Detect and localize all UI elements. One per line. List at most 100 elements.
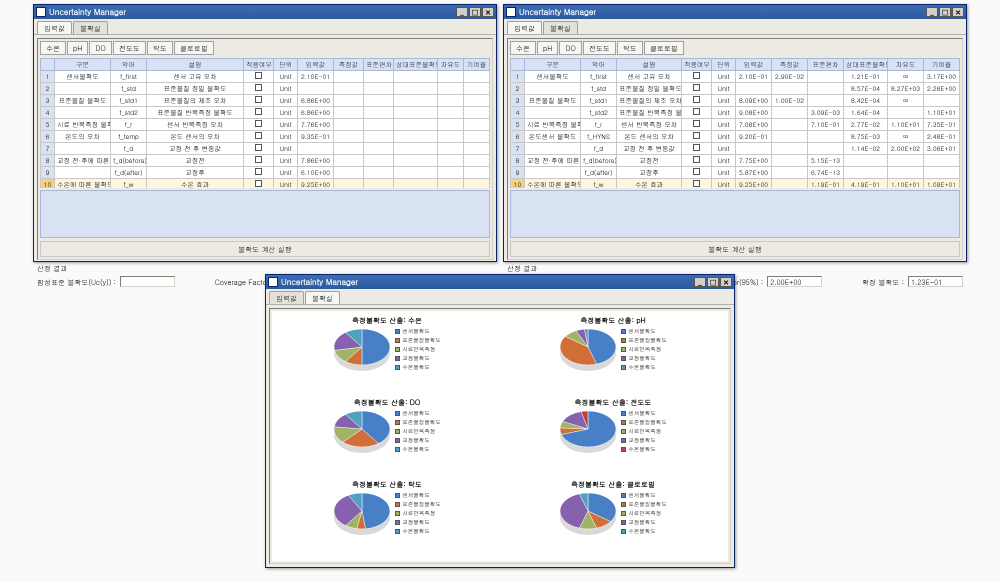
tab-uncert[interactable]: 불확실 — [305, 291, 340, 304]
table-row[interactable]: 2f_std표준물질 정밀 불확도Unit8.57E-048.27E+032.2… — [511, 83, 960, 95]
col-header[interactable]: 표준편차 — [808, 59, 844, 71]
col-header[interactable]: 상대표준불확도 — [394, 59, 438, 71]
col-header[interactable]: 단위 — [274, 59, 298, 71]
checkbox[interactable] — [255, 144, 262, 151]
col-header[interactable] — [41, 59, 55, 71]
checkbox[interactable] — [255, 180, 262, 187]
checkbox[interactable] — [693, 180, 700, 187]
calc-button[interactable]: 불확도 계산 실행 — [510, 241, 960, 257]
checkbox[interactable] — [255, 168, 262, 175]
tab-input[interactable]: 입력값 — [269, 291, 304, 304]
checkbox[interactable] — [693, 120, 700, 127]
checkbox[interactable] — [255, 84, 262, 91]
mode-tab-1[interactable]: pH — [537, 41, 558, 55]
mode-tab-0[interactable]: 수온 — [510, 41, 536, 55]
table-row[interactable]: 5시료 반복측정 불확도f_r센서 반복측정 오차Unit7.76E+00 — [41, 119, 490, 131]
mode-tab-2[interactable]: DO — [89, 41, 111, 55]
min-button[interactable]: _ — [456, 7, 468, 17]
table-row[interactable]: 6온도의 오차f_temp온도 센서의 오차Unit9.35E-01 — [41, 131, 490, 143]
col-header[interactable]: 단위 — [712, 59, 736, 71]
table-row[interactable]: 1센서불확도f_first센서 고유 오차Unit2.10E-012.90E-0… — [511, 71, 960, 83]
max-button[interactable]: □ — [469, 7, 481, 17]
min-button[interactable]: _ — [926, 7, 938, 17]
col-header[interactable]: 측정값 — [334, 59, 364, 71]
expanded-field[interactable]: 1.23E-01 — [908, 276, 963, 287]
table-row[interactable]: 9f_d(after)교정후Unit5.87E+006.74E-13 — [511, 167, 960, 179]
mode-tab-4[interactable]: 탁도 — [147, 41, 173, 55]
col-header[interactable]: 입력값 — [736, 59, 772, 71]
checkbox[interactable] — [255, 156, 262, 163]
checkbox[interactable] — [255, 132, 262, 139]
col-header[interactable]: 자유도 — [888, 59, 924, 71]
col-header[interactable]: 설명 — [617, 59, 682, 71]
table-row[interactable]: 10수온에 따른 불확도f_w수온 효과Unit9.25E+00 — [41, 179, 490, 189]
titlebar-c[interactable]: Uncertainty Manager _ □ ✕ — [266, 275, 734, 289]
tab-input[interactable]: 입력값 — [37, 21, 72, 34]
close-button[interactable]: ✕ — [482, 7, 494, 17]
col-header[interactable]: 적용여부 — [682, 59, 712, 71]
checkbox[interactable] — [693, 96, 700, 103]
checkbox[interactable] — [693, 156, 700, 163]
calc-button[interactable]: 불확도 계산 실행 — [40, 241, 490, 257]
table-row[interactable]: 8교정 전·후에 따른 불확도f_d(before)교정전Unit7.86E+0… — [41, 155, 490, 167]
table-row[interactable]: 2f_std표준물질 정밀 불확도Unit — [41, 83, 490, 95]
checkbox[interactable] — [255, 72, 262, 79]
col-header[interactable]: 기여율 — [924, 59, 960, 71]
table-row[interactable]: 9f_d(after)교정후Unit6.10E+00 — [41, 167, 490, 179]
table-row[interactable]: 5시료 반복측정 불확도f_r센서 반복측정 오차Unit7.08E+007.1… — [511, 119, 960, 131]
checkbox[interactable] — [255, 108, 262, 115]
table-row[interactable]: 4f_std2표준물질 반복측정 불확도Unit9.08E+003.09E-03… — [511, 107, 960, 119]
table-row[interactable]: 10수온에 따른 불확도f_w수온 효과Unit9.25E+001.19E-01… — [511, 179, 960, 189]
col-header[interactable]: 약어 — [111, 59, 147, 71]
table-row[interactable]: 6온도센서 불확도f_HYNS온도 센서의 오차Unit9.20E-018.75… — [511, 131, 960, 143]
table-row[interactable]: 7f_d교정 전 후 변동값Unit — [41, 143, 490, 155]
col-header[interactable]: 구분 — [55, 59, 111, 71]
checkbox[interactable] — [693, 108, 700, 115]
mode-tab-3[interactable]: 전도도 — [583, 41, 616, 55]
min-button[interactable]: _ — [694, 277, 706, 287]
checkbox[interactable] — [693, 144, 700, 151]
col-header[interactable]: 약어 — [581, 59, 617, 71]
col-header[interactable] — [511, 59, 525, 71]
titlebar-b[interactable]: Uncertainty Manager _ □ ✕ — [504, 5, 966, 19]
checkbox[interactable] — [693, 72, 700, 79]
coverage-field[interactable]: 2.00E+00 — [767, 276, 822, 287]
col-header[interactable]: 자유도 — [438, 59, 464, 71]
checkbox[interactable] — [255, 96, 262, 103]
col-header[interactable]: 측정값 — [772, 59, 808, 71]
checkbox[interactable] — [693, 168, 700, 175]
titlebar-a[interactable]: Uncertainty Manager _ □ ✕ — [34, 5, 496, 19]
table-row[interactable]: 3표준물질 불확도f_std1표준물질의 제조 오차Unit6.86E+00 — [41, 95, 490, 107]
combined-field[interactable] — [120, 276, 175, 287]
close-button[interactable]: ✕ — [952, 7, 964, 17]
checkbox[interactable] — [693, 132, 700, 139]
col-header[interactable]: 적용여부 — [244, 59, 274, 71]
tab-input[interactable]: 입력값 — [507, 21, 542, 34]
mode-tab-4[interactable]: 탁도 — [617, 41, 643, 55]
mode-tab-0[interactable]: 수온 — [40, 41, 66, 55]
mode-tab-5[interactable]: 클로로필 — [174, 41, 214, 55]
mode-tab-1[interactable]: pH — [67, 41, 88, 55]
table-row[interactable]: 8교정 전·후에 따른 불확도f_d(before)교정전Unit7.75E+0… — [511, 155, 960, 167]
checkbox[interactable] — [693, 84, 700, 91]
table-row[interactable]: 3표준물질 불확도f_std1표준물질의 제조 오차Unit8.09E+001.… — [511, 95, 960, 107]
checkbox[interactable] — [255, 120, 262, 127]
max-button[interactable]: □ — [707, 277, 719, 287]
col-header[interactable]: 상대표준불확도 — [844, 59, 888, 71]
col-header[interactable]: 구분 — [525, 59, 581, 71]
tab-uncert[interactable]: 불확실 — [543, 21, 578, 34]
col-header[interactable]: 표준편차 — [364, 59, 394, 71]
table-row[interactable]: 4f_std2표준물질 반복측정 불확도Unit6.86E+00 — [41, 107, 490, 119]
col-header[interactable]: 기여율 — [464, 59, 490, 71]
col-header[interactable]: 설명 — [147, 59, 244, 71]
grid-a[interactable]: 구분약어설명적용여부단위입력값측정값표준편차상대표준불확도자유도기여율1센서불확… — [40, 58, 490, 188]
grid-b[interactable]: 구분약어설명적용여부단위입력값측정값표준편차상대표준불확도자유도기여율1센서불확… — [510, 58, 960, 188]
mode-tab-3[interactable]: 전도도 — [113, 41, 146, 55]
tab-uncert[interactable]: 불확실 — [73, 21, 108, 34]
close-button[interactable]: ✕ — [720, 277, 732, 287]
table-row[interactable]: 1센서불확도f_first센서 고유 오차Unit2.10E-01 — [41, 71, 490, 83]
col-header[interactable]: 입력값 — [298, 59, 334, 71]
mode-tab-5[interactable]: 클로로필 — [644, 41, 684, 55]
max-button[interactable]: □ — [939, 7, 951, 17]
table-row[interactable]: 7f_d교정 전 후 변동값Unit1.14E-022.00E+023.06E+… — [511, 143, 960, 155]
